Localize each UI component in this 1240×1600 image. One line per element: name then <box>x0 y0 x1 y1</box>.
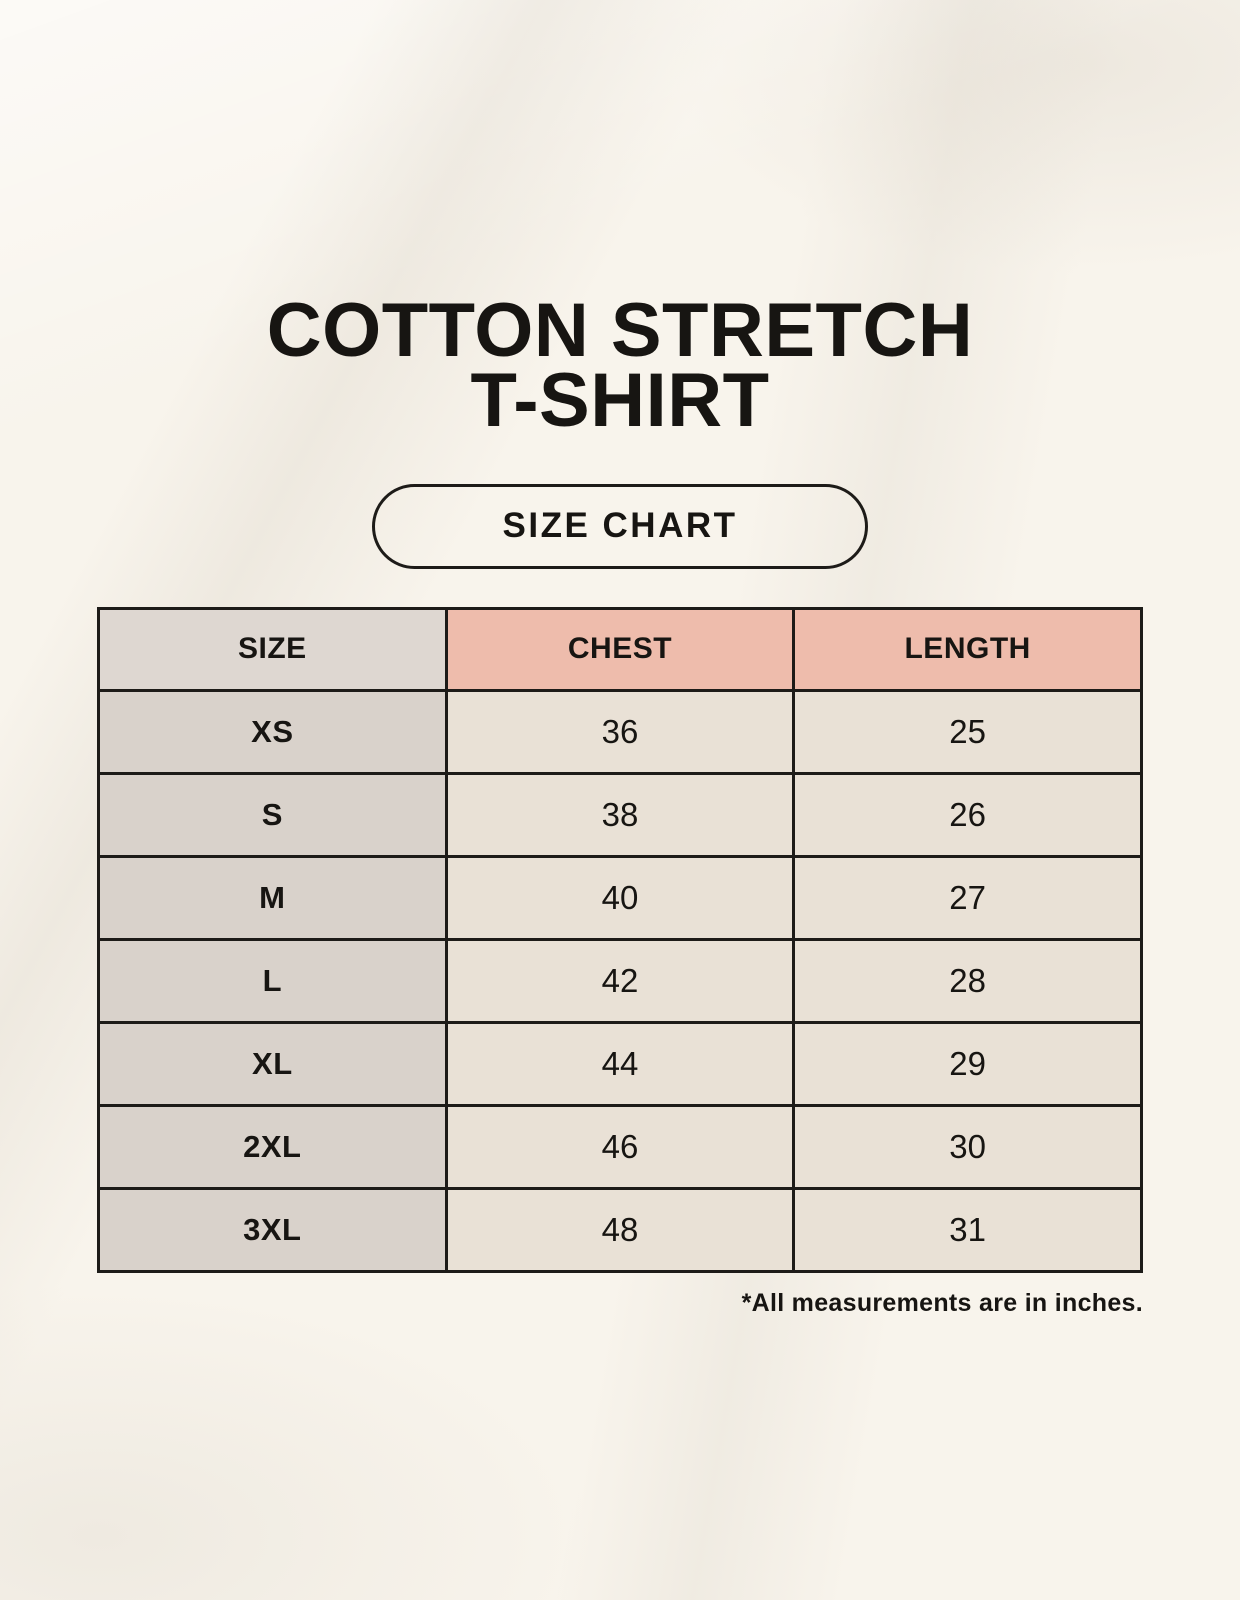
flyer-content: COTTON STRETCH T-SHIRT SIZE CHART SIZE C… <box>0 0 1240 1317</box>
length-cell: 30 <box>792 1103 1143 1190</box>
size-cell: 3XL <box>97 1186 448 1273</box>
size-cell: M <box>97 854 448 941</box>
size-cell: L <box>97 937 448 1024</box>
table-row: 2XL 46 30 <box>97 1103 1143 1190</box>
size-table: SIZE CHEST LENGTH XS 36 25 S 38 26 <box>97 606 1143 1273</box>
chest-cell: 44 <box>444 1020 796 1107</box>
size-cell: S <box>97 771 448 858</box>
chest-cell: 46 <box>444 1103 796 1190</box>
chest-cell: 36 <box>444 688 796 775</box>
size-cell: XL <box>97 1020 448 1107</box>
header-row: SIZE CHEST LENGTH <box>97 606 1143 692</box>
column-header-chest: CHEST <box>444 606 796 692</box>
column-header-length: LENGTH <box>792 606 1143 692</box>
column-header-size: SIZE <box>97 606 448 692</box>
length-cell: 28 <box>792 937 1143 1024</box>
measurements-footnote: *All measurements are in inches. <box>741 1288 1143 1317</box>
table-row: M 40 27 <box>97 854 1143 941</box>
length-cell: 31 <box>792 1186 1143 1273</box>
size-table-container: SIZE CHEST LENGTH XS 36 25 S 38 26 <box>97 606 1143 1273</box>
chest-cell: 40 <box>444 854 796 941</box>
chest-cell: 42 <box>444 937 796 1024</box>
title-line-1: COTTON STRETCH <box>266 288 974 373</box>
table-row: 3XL 48 31 <box>97 1186 1143 1273</box>
length-cell: 25 <box>792 688 1143 775</box>
page-title: COTTON STRETCH T-SHIRT <box>0 0 1240 443</box>
title-line-2: T-SHIRT <box>470 357 770 443</box>
table-row: XL 44 29 <box>97 1020 1143 1107</box>
size-chart-badge: SIZE CHART <box>372 483 868 569</box>
size-cell: 2XL <box>97 1103 448 1190</box>
chest-cell: 48 <box>444 1186 796 1273</box>
table-row: L 42 28 <box>97 937 1143 1024</box>
length-cell: 26 <box>792 771 1143 858</box>
length-cell: 29 <box>792 1020 1143 1107</box>
table-row: XS 36 25 <box>97 688 1143 775</box>
table-row: S 38 26 <box>97 771 1143 858</box>
size-chart-badge-label: SIZE CHART <box>502 506 738 546</box>
length-cell: 27 <box>792 854 1143 941</box>
chest-cell: 38 <box>444 771 796 858</box>
size-cell: XS <box>97 688 448 775</box>
